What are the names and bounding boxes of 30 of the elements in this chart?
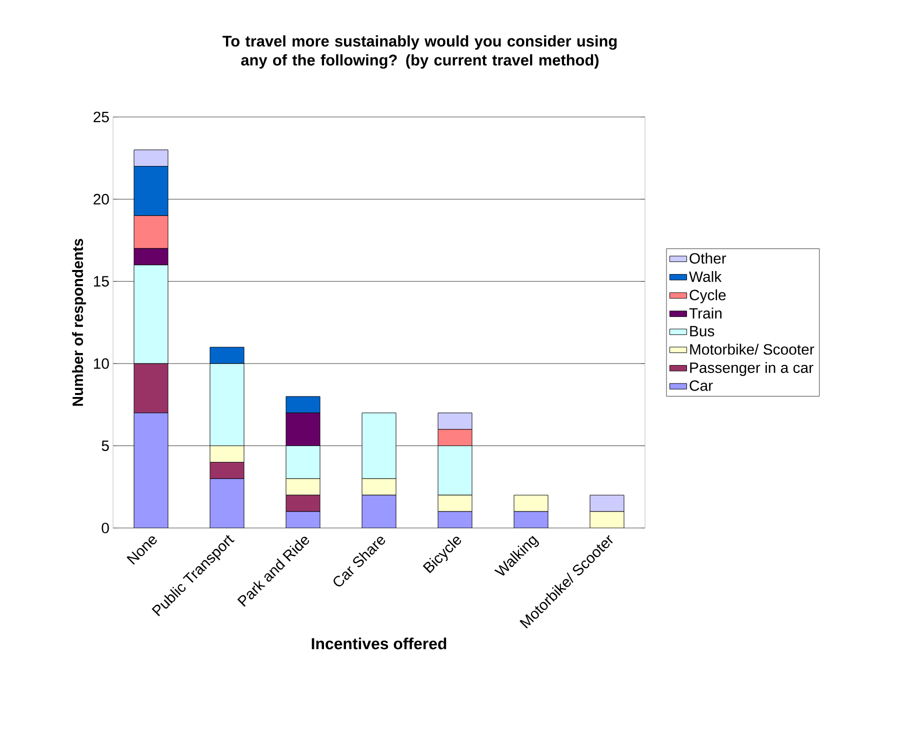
legend-label: Car <box>690 380 713 391</box>
legend-label: Train <box>689 308 722 319</box>
y-tick-label: 0 <box>102 522 109 534</box>
legend-label: Bus <box>690 326 714 336</box>
bar <box>210 478 244 528</box>
bar <box>286 511 320 528</box>
y-tick-label: 10 <box>94 358 109 369</box>
y-tick-label: 20 <box>94 194 109 204</box>
chart-title: To travel more sustainably would you consider using any of the following? (by current travel method) <box>222 35 617 69</box>
bar <box>362 478 396 496</box>
y-tick-label: 15 <box>94 276 109 287</box>
bar <box>590 511 624 528</box>
bar <box>438 494 472 512</box>
x-axis-title: Incentives offered <box>312 638 446 650</box>
legend-label: Passenger in a car <box>690 362 814 376</box>
legend-label: Walk <box>689 271 722 282</box>
y-axis-title: Number of respondents <box>72 238 86 406</box>
bar <box>210 446 244 462</box>
bar <box>514 494 548 512</box>
y-tick-label: 5 <box>102 440 109 451</box>
legend-label: Other <box>690 252 726 264</box>
bar <box>286 478 320 496</box>
bar <box>514 511 548 528</box>
bar <box>438 511 472 528</box>
legend-label: Cycle <box>690 289 726 304</box>
y-tick-label: 25 <box>94 112 109 122</box>
bar <box>134 412 168 528</box>
legend-label: Motorbike/ Scooter <box>690 344 814 355</box>
bar <box>286 494 320 512</box>
bar <box>362 494 396 528</box>
